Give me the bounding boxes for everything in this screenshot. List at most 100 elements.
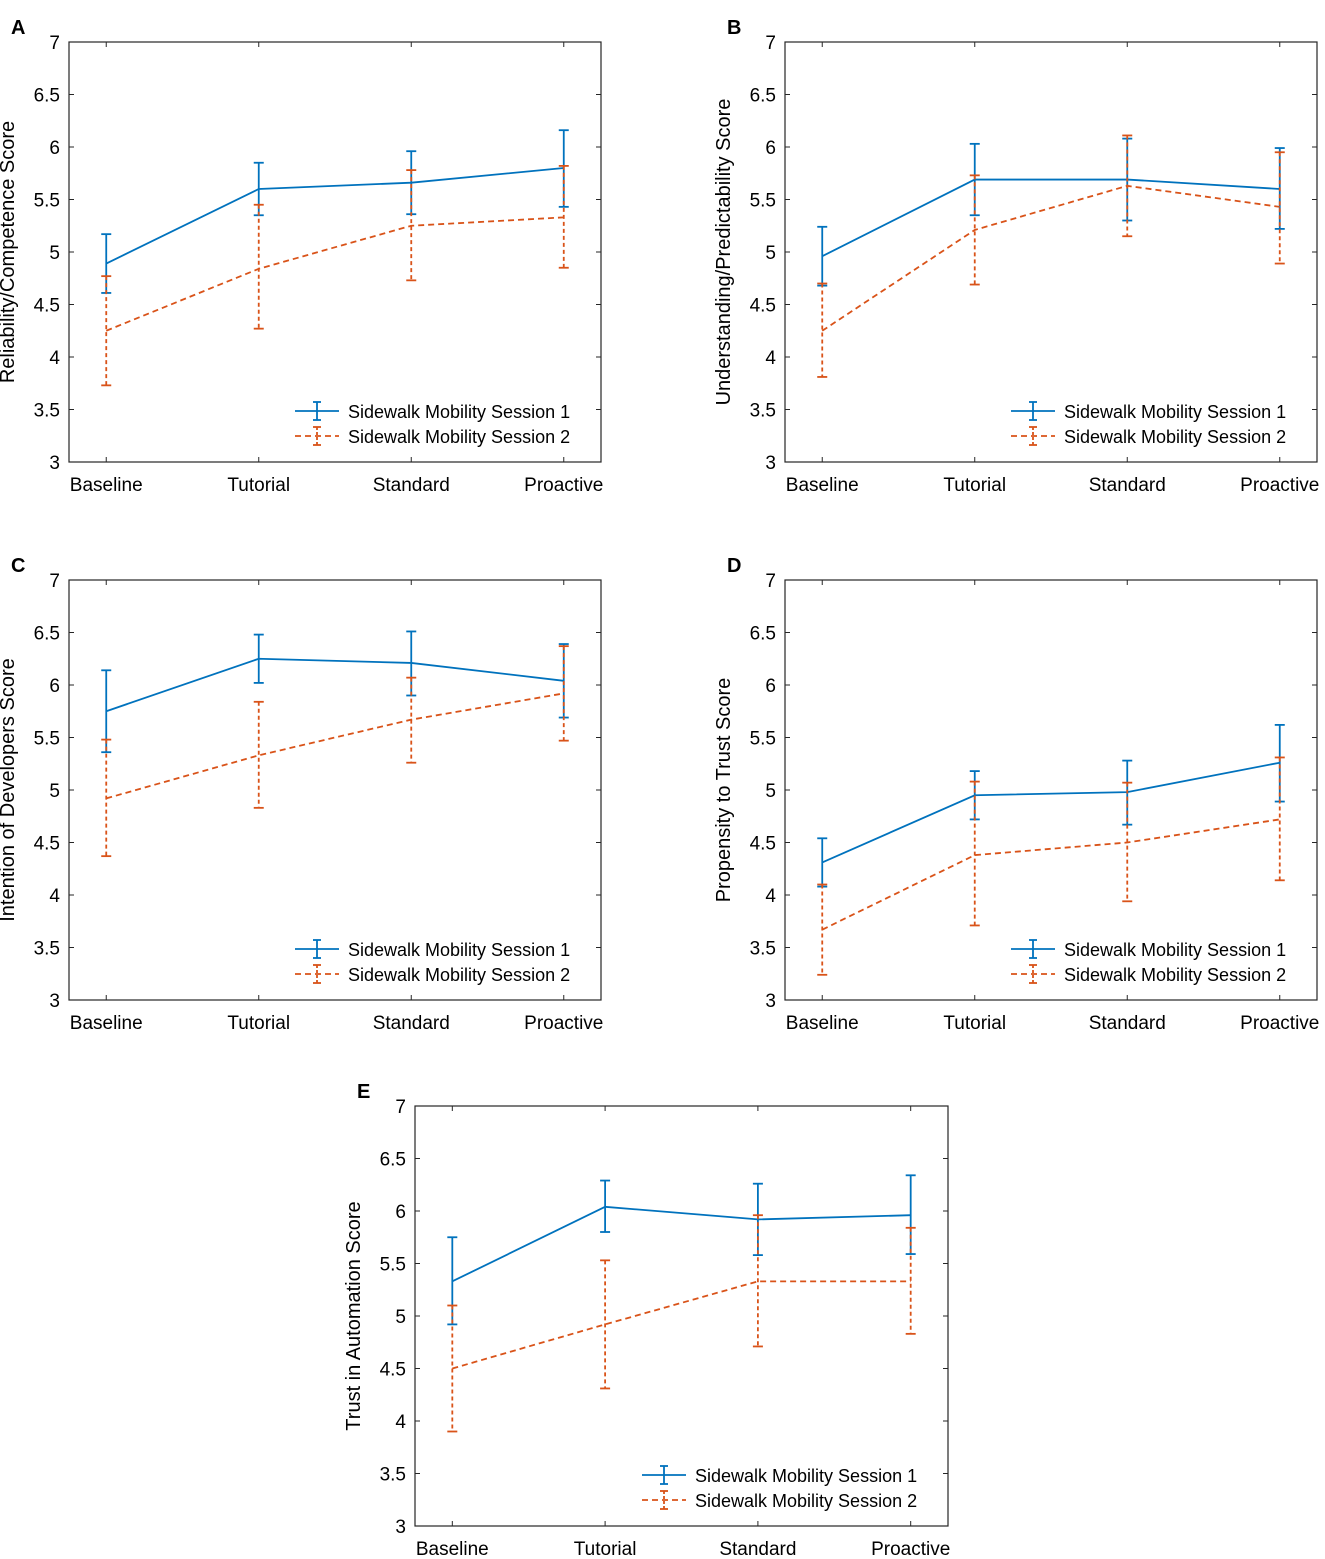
x-tick-label: Proactive (524, 1013, 603, 1034)
y-tick-label: 7 (49, 33, 60, 54)
panel-c: C 3 3.5 4 4.5 5 5.5 6 6.5 7 Baseline Tutorial Standa… (0, 555, 603, 1034)
y-axis-label: Trust in Automation Score (343, 1201, 365, 1430)
y-tick-label: 6 (49, 676, 60, 697)
y-tick-label: 6 (765, 138, 776, 159)
y-tick-label: 7 (49, 571, 60, 592)
y-tick-label: 6.5 (750, 86, 776, 107)
series-1 (817, 724, 1285, 888)
x-tick-label: Tutorial (943, 1013, 1006, 1034)
x-tick-label: Proactive (871, 1539, 950, 1559)
legend-entry: Sidewalk Mobility Session 2 (348, 427, 570, 447)
y-tick-label: 6 (395, 1202, 406, 1223)
y-tick-label: 6.5 (34, 624, 60, 645)
series-2 (101, 164, 569, 387)
series-line (821, 761, 1280, 864)
x-tick-label: Standard (1089, 475, 1166, 496)
series-1 (101, 129, 569, 294)
y-axis-label: Reliability/Competence Score (0, 121, 19, 383)
y-tick-label: 5.5 (34, 191, 60, 212)
panel-label: A (11, 17, 25, 39)
y-tick-label: 3.5 (34, 401, 60, 422)
y-tick-label: 3 (765, 453, 776, 474)
y-tick-label: 3 (49, 453, 60, 474)
y-tick-label: 4 (765, 886, 776, 907)
y-axis-label: Propensity to Trust Score (713, 678, 735, 903)
y-tick-label: 5.5 (34, 729, 60, 750)
series-1 (101, 630, 569, 754)
y-tick-label: 3.5 (34, 939, 60, 960)
x-tick-label: Tutorial (227, 1013, 290, 1034)
y-tick-label: 4.5 (34, 834, 60, 855)
y-tick-label: 4.5 (380, 1360, 406, 1381)
legend: Sidewalk Mobility Session 1 Sidewalk Mobi… (1011, 939, 1286, 985)
axes-box (68, 579, 602, 1001)
x-tick-label: Baseline (786, 475, 859, 496)
legend-entry: Sidewalk Mobility Session 1 (348, 402, 570, 422)
y-tick-label: 6 (49, 138, 60, 159)
y-tick-label: 6.5 (34, 86, 60, 107)
x-tick-label: Tutorial (227, 475, 290, 496)
series-2 (817, 134, 1285, 378)
axes-box (784, 579, 1318, 1001)
y-tick-label: 7 (765, 571, 776, 592)
y-tick-label: 4 (765, 348, 776, 369)
legend-entry: Sidewalk Mobility Session 2 (695, 1491, 917, 1511)
x-tick-label: Tutorial (943, 475, 1006, 496)
legend-entry: Sidewalk Mobility Session 2 (348, 965, 570, 985)
y-tick-label: 6 (765, 676, 776, 697)
y-tick-label: 3.5 (380, 1465, 406, 1486)
series-line (452, 1280, 911, 1370)
axes-box (784, 41, 1318, 463)
series-line (821, 178, 1280, 258)
series-2 (817, 756, 1285, 976)
x-tick-label: Baseline (786, 1013, 859, 1034)
panel-label: C (11, 555, 25, 577)
y-tick-label: 4.5 (750, 834, 776, 855)
x-tick-label: Proactive (1240, 475, 1319, 496)
y-tick-label: 5.5 (750, 191, 776, 212)
series-2 (101, 645, 569, 858)
y-tick-label: 3 (765, 991, 776, 1012)
legend-entry: Sidewalk Mobility Session 1 (348, 940, 570, 960)
x-tick-label: Standard (373, 475, 450, 496)
y-tick-label: 3.5 (750, 939, 776, 960)
panel-a: A 3 3.5 4 4.5 5 5.5 6 6.5 7 Baseline Tutorial Standa… (0, 17, 603, 496)
y-tick-label: 4.5 (750, 296, 776, 317)
series-line (451, 1205, 911, 1283)
y-tick-label: 4 (49, 348, 60, 369)
y-tick-label: 3.5 (750, 401, 776, 422)
x-tick-label: Baseline (70, 1013, 143, 1034)
legend-entry: Sidewalk Mobility Session 1 (695, 1466, 917, 1486)
y-tick-label: 4 (395, 1412, 406, 1433)
x-tick-label: Proactive (1240, 1013, 1319, 1034)
y-axis-label: Understanding/Predictability Score (713, 99, 735, 406)
x-tick-label: Standard (373, 1013, 450, 1034)
y-tick-label: 3 (395, 1517, 406, 1538)
y-tick-label: 5.5 (380, 1255, 406, 1276)
series-line (105, 216, 564, 332)
legend: Sidewalk Mobility Session 1 Sidewalk Mobi… (295, 401, 570, 447)
series-line (105, 657, 564, 713)
y-axis-label: Intention of Developers Score (0, 658, 19, 922)
x-tick-label: Baseline (70, 475, 143, 496)
x-tick-label: Tutorial (574, 1539, 637, 1559)
panel-e: E 3 3.5 4 4.5 5 5.5 6 6.5 7 Baseline Tutorial Standa… (343, 1081, 950, 1559)
series-line (821, 184, 1280, 332)
x-tick-label: Standard (1089, 1013, 1166, 1034)
panel-b: B 3 3.5 4 4.5 5 5.5 6 6.5 7 Baseline Tutorial Standa… (713, 17, 1319, 496)
series-2 (447, 1214, 916, 1433)
y-tick-label: 7 (765, 33, 776, 54)
axes-box (68, 41, 602, 463)
series-1 (447, 1174, 916, 1326)
x-tick-label: Standard (719, 1539, 796, 1559)
legend-entry: Sidewalk Mobility Session 2 (1064, 965, 1286, 985)
legend: Sidewalk Mobility Session 1 Sidewalk Mobi… (1011, 401, 1286, 447)
y-tick-label: 5.5 (750, 729, 776, 750)
y-tick-label: 7 (395, 1097, 406, 1118)
y-tick-label: 5 (49, 781, 60, 802)
y-tick-label: 6.5 (380, 1150, 406, 1171)
y-tick-label: 4 (49, 886, 60, 907)
series-1 (817, 137, 1285, 287)
legend-entry: Sidewalk Mobility Session 2 (1064, 427, 1286, 447)
